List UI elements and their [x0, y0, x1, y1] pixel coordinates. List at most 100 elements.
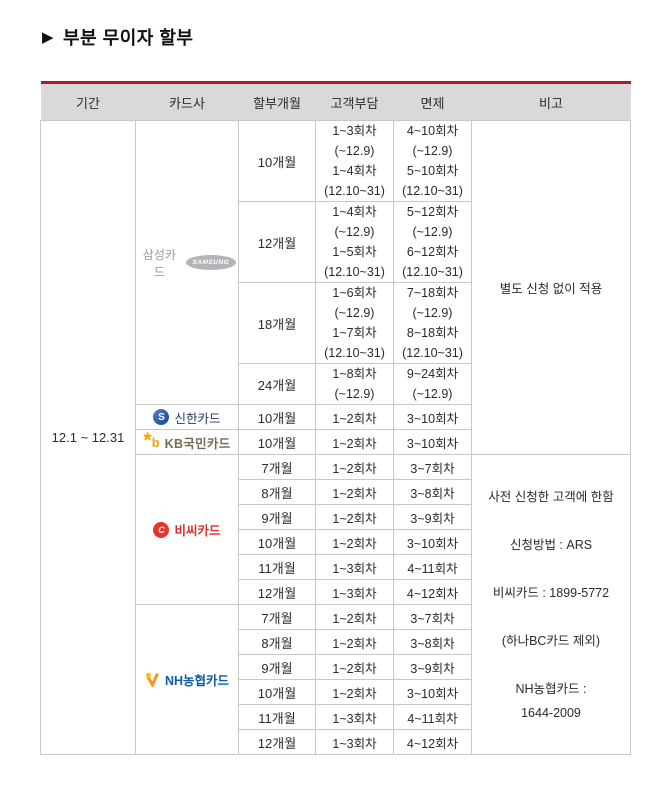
customer-burden-cell: 1~3회차 — [315, 554, 394, 580]
customer-burden-cell: 1~3회차 — [315, 729, 394, 755]
customer-burden-cell: 1~2회차 — [315, 529, 394, 555]
customer-burden-cell: 1~3회차 — [315, 579, 394, 605]
table-row: S 신한카드 10개월 1~2회차 3~10회차 — [41, 404, 631, 430]
exemption-cell: 3~10회차 — [393, 429, 472, 455]
page-title-text: 부분 무이자 할부 — [63, 28, 194, 48]
shinhan-logo-icon: S — [153, 409, 170, 425]
exemption-cell: 3~8회차 — [393, 629, 472, 655]
customer-burden-cell: 1~2회차 — [315, 479, 394, 505]
nh-logo-icon — [145, 672, 159, 687]
card-company-cell-nh: NH농협카드 — [135, 604, 239, 755]
exemption-cell: 9~24회차 (~12.9) — [393, 363, 472, 405]
table-row: 12개월 1~4회차 (~12.9) 1~5회차 (12.10~31) 5~12… — [41, 201, 631, 283]
table-row: 9개월 1~2회차 3~9회차 — [41, 654, 631, 680]
col-exemption: 면제 — [393, 81, 472, 121]
exemption-cell: 4~12회차 — [393, 579, 472, 605]
customer-burden-cell: 1~2회차 — [315, 629, 394, 655]
exemption-cell: 3~7회차 — [393, 454, 472, 480]
months-cell: 10개월 — [238, 429, 316, 455]
installment-table: 기간 카드사 할부개월 고객부담 면제 비고 12.1 ~ 12.31 삼성카드… — [40, 81, 631, 755]
card-company-cell-shinhan: S 신한카드 — [135, 404, 239, 430]
customer-burden-cell: 1~2회차 — [315, 679, 394, 705]
months-cell: 11개월 — [238, 554, 316, 580]
months-cell: 7개월 — [238, 454, 316, 480]
header-row: 기간 카드사 할부개월 고객부담 면제 비고 — [40, 81, 631, 121]
page-title: ▶ 부분 무이자 할부 — [42, 24, 670, 50]
months-cell: 8개월 — [238, 629, 316, 655]
nh-card-label: NH농협카드 — [164, 674, 230, 688]
months-cell: 12개월 — [238, 201, 316, 283]
customer-burden-cell: 1~6회차 (~12.9) 1~7회차 (12.10~31) — [315, 282, 394, 364]
customer-burden-cell: 1~2회차 — [315, 604, 394, 630]
customer-burden-cell: 1~2회차 — [315, 504, 394, 530]
table-row: C 비씨카드 7개월 1~2회차 3~7회차 사전 신청한 고객에 한함 신청방… — [41, 454, 631, 755]
exemption-cell: 7~18회차 (~12.9) 8~18회차 (12.10~31) — [393, 282, 472, 364]
kb-logo-icon: * b — [143, 429, 160, 452]
notes-cell-auto-apply: 별도 신청 없이 적용 — [471, 120, 631, 455]
months-cell: 7개월 — [238, 604, 316, 630]
months-cell: 10개월 — [238, 529, 316, 555]
col-installment-months: 할부개월 — [238, 81, 316, 121]
customer-burden-cell: 1~3회차 — [315, 704, 394, 730]
table-row: 10개월 1~2회차 3~10회차 — [41, 529, 631, 555]
months-cell: 9개월 — [238, 504, 316, 530]
page: ▶ 부분 무이자 할부 기간 카드사 할부개월 고객부담 면제 비고 12.1 … — [0, 24, 670, 794]
customer-burden-cell: 1~8회차 (~12.9) — [315, 363, 394, 405]
months-cell: 24개월 — [238, 363, 316, 405]
exemption-cell: 3~9회차 — [393, 504, 472, 530]
kb-star-icon: * — [143, 429, 152, 452]
customer-burden-cell: 1~2회차 — [315, 454, 394, 480]
table-row: NH농협카드 7개월 1~2회차 3~7회차 — [41, 604, 631, 755]
months-cell: 9개월 — [238, 654, 316, 680]
samsung-logo-icon: SAMSUNG — [185, 255, 236, 270]
months-cell: 10개월 — [238, 679, 316, 705]
table-row: 10개월 1~2회차 3~10회차 — [41, 679, 631, 705]
card-company-cell-bc: C 비씨카드 — [135, 454, 239, 605]
col-notes: 비고 — [471, 81, 631, 121]
samsung-card-label: 삼성카드 — [142, 247, 176, 279]
col-customer-burden: 고객부담 — [315, 81, 394, 121]
exemption-cell: 5~12회차 (~12.9) 6~12회차 (12.10~31) — [393, 201, 472, 283]
title-arrow-icon: ▶ — [42, 29, 55, 46]
exemption-cell: 4~11회차 — [393, 704, 472, 730]
exemption-cell: 4~10회차 (~12.9) 5~10회차 (12.10~31) — [393, 120, 472, 202]
customer-burden-cell: 1~2회차 — [315, 429, 394, 455]
months-cell: 11개월 — [238, 704, 316, 730]
table-row: 8개월 1~2회차 3~8회차 — [41, 629, 631, 655]
notes-cell-pre-apply: 사전 신청한 고객에 한함 신청방법 : ARS 비씨카드 : 1899-577… — [471, 454, 631, 755]
col-period: 기간 — [40, 81, 136, 121]
table-row: 18개월 1~6회차 (~12.9) 1~7회차 (12.10~31) 7~18… — [41, 282, 631, 364]
kb-card-label: KB국민카드 — [164, 436, 231, 451]
card-company-cell-samsung: 삼성카드 SAMSUNG — [135, 120, 239, 405]
months-cell: 12개월 — [238, 579, 316, 605]
table-row: 8개월 1~2회차 3~8회차 — [41, 479, 631, 505]
bc-logo-icon: C — [153, 521, 170, 538]
customer-burden-cell: 1~2회차 — [315, 654, 394, 680]
exemption-cell: 3~8회차 — [393, 479, 472, 505]
months-cell: 10개월 — [238, 120, 316, 202]
months-cell: 8개월 — [238, 479, 316, 505]
exemption-cell: 3~9회차 — [393, 654, 472, 680]
exemption-cell: 4~12회차 — [393, 729, 472, 755]
months-cell: 10개월 — [238, 404, 316, 430]
table-row: 12.1 ~ 12.31 삼성카드 SAMSUNG 10개월 1~3회차 (~1… — [40, 120, 631, 755]
customer-burden-cell: 1~3회차 (~12.9) 1~4회차 (12.10~31) — [315, 120, 394, 202]
months-cell: 12개월 — [238, 729, 316, 755]
exemption-cell: 3~10회차 — [393, 679, 472, 705]
table-row: 9개월 1~2회차 3~9회차 — [41, 504, 631, 530]
customer-burden-cell: 1~2회차 — [315, 404, 394, 430]
table-row: 12개월 1~3회차 4~12회차 — [41, 579, 631, 605]
table-row: 24개월 1~8회차 (~12.9) 9~24회차 (~12.9) — [41, 363, 631, 405]
period-cell: 12.1 ~ 12.31 — [40, 120, 136, 755]
table-row: * b KB국민카드 10개월 1~2회차 3~10회차 — [41, 429, 631, 455]
exemption-cell: 4~11회차 — [393, 554, 472, 580]
exemption-cell: 3~7회차 — [393, 604, 472, 630]
card-company-cell-kb: * b KB국민카드 — [135, 429, 239, 455]
exemption-cell: 3~10회차 — [393, 404, 472, 430]
col-card-company: 카드사 — [135, 81, 239, 121]
table-row: 11개월 1~3회차 4~11회차 — [41, 704, 631, 730]
shinhan-card-label: 신한카드 — [174, 411, 221, 426]
table-row: 12개월 1~3회차 4~12회차 — [41, 729, 631, 755]
months-cell: 18개월 — [238, 282, 316, 364]
customer-burden-cell: 1~4회차 (~12.9) 1~5회차 (12.10~31) — [315, 201, 394, 283]
